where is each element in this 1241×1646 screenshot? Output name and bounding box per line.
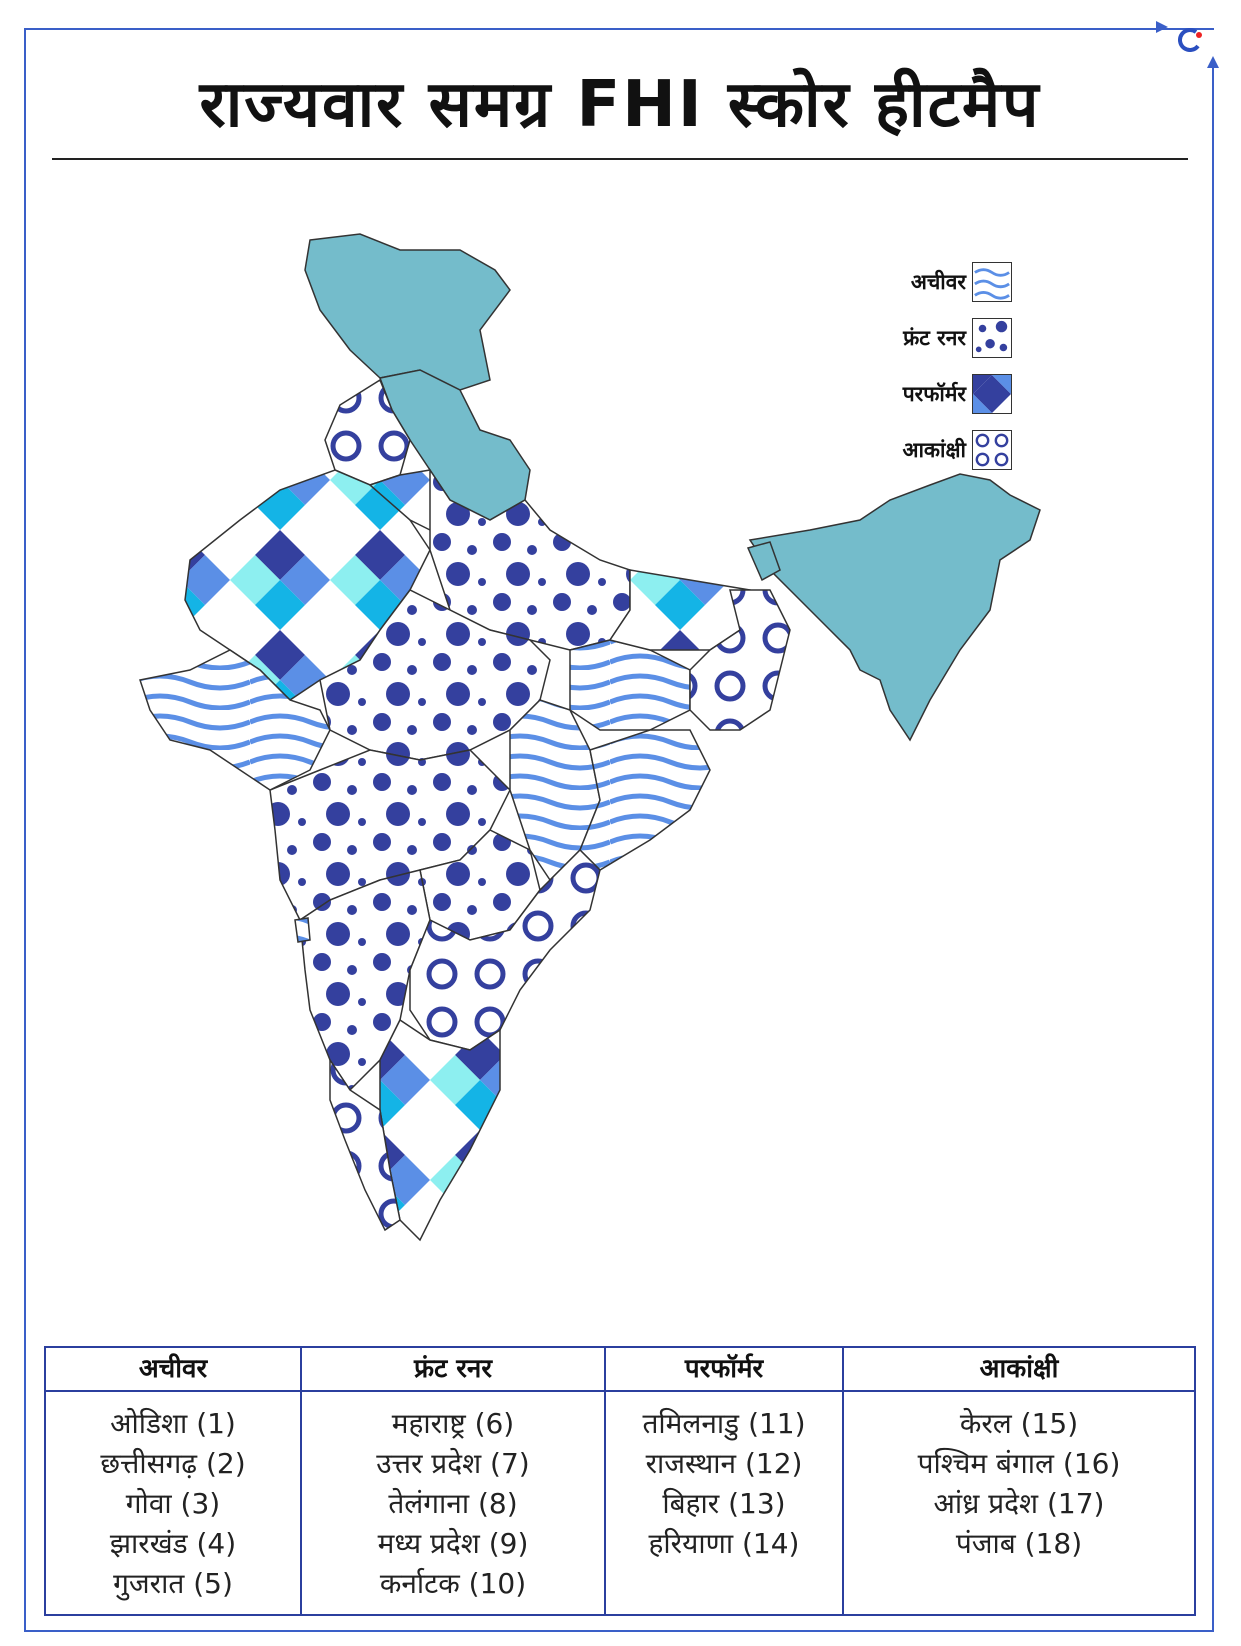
region-gujarat bbox=[139, 649, 331, 791]
legend-item-front-runner: फ्रंट रनर bbox=[830, 314, 1050, 370]
list-item: तेलंगाना (8) bbox=[388, 1487, 518, 1520]
column-header: अचीवर bbox=[46, 1348, 300, 1392]
region-west-bengal bbox=[689, 589, 791, 731]
outer-frame bbox=[24, 28, 1214, 1632]
list-item: राजस्थान (12) bbox=[645, 1447, 803, 1480]
region-jharkhand bbox=[569, 639, 691, 731]
brand-logo-icon bbox=[1178, 28, 1202, 52]
dots-swatch-icon bbox=[972, 318, 1012, 358]
column-aspirant: आकांक्षी केरल (15) पश्चिम बंगाल (16) आंध… bbox=[844, 1348, 1194, 1614]
list-item: पश्चिम बंगाल (16) bbox=[917, 1447, 1121, 1480]
region-northeast bbox=[748, 473, 1041, 742]
column-header: फ्रंट रनर bbox=[302, 1348, 604, 1392]
map-legend: अचीवर फ्रंट रनर परफॉर्मर आकांक्षी bbox=[830, 258, 1050, 482]
rings-swatch-icon bbox=[972, 430, 1012, 470]
legend-item-performer: परफॉर्मर bbox=[830, 370, 1050, 426]
diamonds-swatch-icon bbox=[972, 374, 1012, 414]
state-list: केरल (15) पश्चिम बंगाल (16) आंध्र प्रदेश… bbox=[844, 1392, 1194, 1564]
column-header: आकांक्षी bbox=[844, 1348, 1194, 1392]
state-list: तमिलनाडु (11) राजस्थान (12) बिहार (13) ह… bbox=[606, 1392, 842, 1564]
region-sikkim bbox=[746, 541, 781, 582]
list-item: छत्तीसगढ़ (2) bbox=[100, 1447, 246, 1480]
column-front-runner: फ्रंट रनर महाराष्ट्र (6) उत्तर प्रदेश (7… bbox=[302, 1348, 606, 1614]
legend-label: आकांक्षी bbox=[902, 438, 966, 462]
column-achiever: अचीवर ओडिशा (1) छत्तीसगढ़ (2) गोवा (3) झ… bbox=[46, 1348, 302, 1614]
list-item: तमिलनाडु (11) bbox=[642, 1407, 806, 1440]
waves-swatch-icon bbox=[972, 262, 1012, 302]
region-goa bbox=[294, 917, 311, 943]
list-item: हरियाणा (14) bbox=[648, 1527, 800, 1560]
page-title: राज्यवार समग्र FHI स्कोर हीटमैप bbox=[199, 68, 1041, 142]
frame-right-edge bbox=[1212, 60, 1214, 1632]
list-item: ओडिशा (1) bbox=[110, 1407, 236, 1440]
state-list: महाराष्ट्र (6) उत्तर प्रदेश (7) तेलंगाना… bbox=[302, 1392, 604, 1604]
list-item: उत्तर प्रदेश (7) bbox=[376, 1447, 530, 1480]
list-item: बिहार (13) bbox=[662, 1487, 786, 1520]
title-divider bbox=[52, 158, 1188, 160]
region-kerala bbox=[329, 1057, 401, 1232]
category-table: अचीवर ओडिशा (1) छत्तीसगढ़ (2) गोवा (3) झ… bbox=[44, 1346, 1196, 1616]
state-list: ओडिशा (1) छत्तीसगढ़ (2) गोवा (3) झारखंड … bbox=[46, 1392, 300, 1604]
column-header: परफॉर्मर bbox=[606, 1348, 842, 1392]
region-jammu-kashmir bbox=[304, 233, 511, 391]
list-item: महाराष्ट्र (6) bbox=[391, 1407, 515, 1440]
legend-item-aspirant: आकांक्षी bbox=[830, 426, 1050, 482]
list-item: कर्नाटक (10) bbox=[379, 1567, 527, 1600]
india-heatmap bbox=[139, 233, 1041, 1242]
legend-label: फ्रंट रनर bbox=[903, 326, 966, 350]
list-item: केरल (15) bbox=[959, 1407, 1079, 1440]
legend-item-achiever: अचीवर bbox=[830, 258, 1050, 314]
legend-label: परफॉर्मर bbox=[902, 382, 966, 406]
list-item: गोवा (3) bbox=[125, 1487, 221, 1520]
region-odisha bbox=[579, 729, 711, 871]
list-item: मध्य प्रदेश (9) bbox=[377, 1527, 529, 1560]
region-andhra-pradesh bbox=[409, 848, 601, 1051]
list-item: झारखंड (4) bbox=[109, 1527, 237, 1560]
column-performer: परफॉर्मर तमिलनाडु (11) राजस्थान (12) बिह… bbox=[606, 1348, 844, 1614]
legend-label: अचीवर bbox=[910, 270, 966, 294]
frame-arrow-up-icon bbox=[1207, 56, 1219, 68]
list-item: गुजरात (5) bbox=[113, 1567, 233, 1600]
list-item: पंजाब (18) bbox=[955, 1527, 1083, 1560]
list-item: आंध्र प्रदेश (17) bbox=[933, 1487, 1105, 1520]
frame-arrow-right-icon bbox=[1156, 21, 1168, 33]
